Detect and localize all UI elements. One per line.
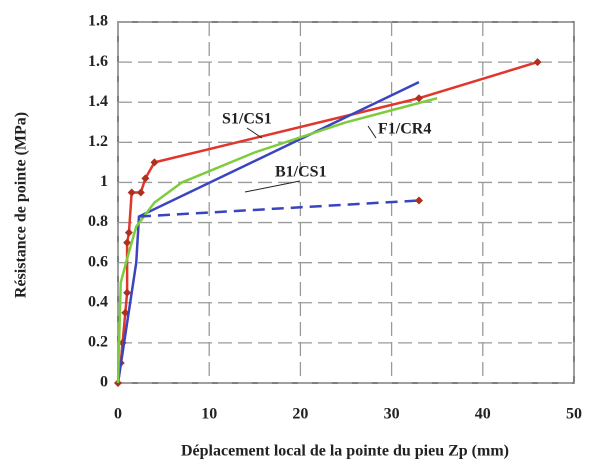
x-tick-label: 20 — [292, 406, 308, 423]
series-line — [116, 97, 438, 384]
series-label: B1/CS1 — [275, 164, 327, 181]
y-tick-label: 1.6 — [88, 53, 108, 70]
y-tick-label: 1 — [100, 173, 108, 190]
series-label: F1/CR4 — [378, 121, 431, 138]
series-line — [138, 199, 420, 218]
y-tick-label: 0.8 — [88, 213, 108, 230]
y-tick-label: 0 — [100, 374, 108, 391]
x-tick-label: 40 — [475, 406, 491, 423]
series-label: S1/CS1 — [222, 111, 272, 128]
marker — [141, 174, 150, 183]
label-pointer — [244, 180, 301, 193]
y-tick-label: 1.4 — [88, 93, 108, 110]
y-tick-label: 1.8 — [88, 13, 108, 30]
y-tick-label: 0.6 — [88, 253, 108, 270]
y-tick-label: 1.2 — [88, 133, 108, 150]
y-tick-label: 0.4 — [88, 293, 108, 310]
marker — [124, 228, 133, 237]
marker — [150, 158, 159, 167]
x-tick-label: 50 — [566, 406, 582, 423]
label-pointer — [367, 125, 377, 139]
series-line — [116, 81, 420, 384]
marker — [533, 58, 542, 67]
label-pointer — [246, 127, 263, 139]
y-tick-label: 0.2 — [88, 334, 108, 351]
marker — [121, 308, 130, 317]
marker — [414, 94, 423, 103]
x-axis-label: Déplacement local de la pointe du pieu Z… — [181, 443, 509, 460]
marker — [136, 188, 145, 197]
x-tick-label: 10 — [201, 406, 217, 423]
y-axis-label: Résistance de pointe (MPa) — [13, 112, 30, 298]
marker — [127, 188, 136, 197]
marker — [123, 288, 132, 297]
marker — [414, 196, 423, 205]
x-tick-label: 30 — [384, 406, 400, 423]
marker — [123, 238, 132, 247]
x-tick-label: 0 — [114, 406, 122, 423]
plot-area — [117, 21, 575, 384]
